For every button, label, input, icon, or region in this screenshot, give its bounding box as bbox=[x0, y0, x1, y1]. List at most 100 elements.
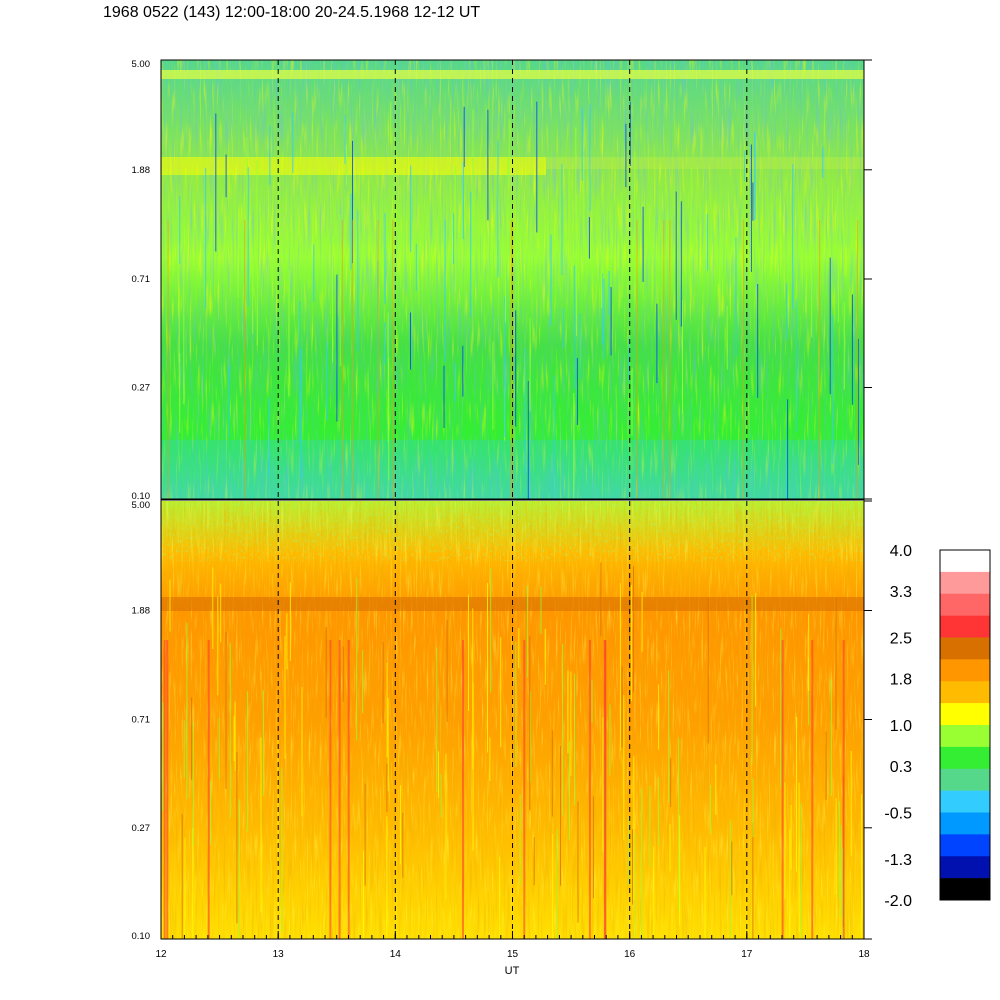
top-vertical-streak bbox=[388, 357, 390, 481]
x-tick-label: 16 bbox=[624, 949, 636, 960]
top-orange-streak bbox=[341, 220, 343, 499]
top-vertical-streak bbox=[410, 165, 412, 253]
colorbar-swatch bbox=[940, 790, 990, 813]
bottom-vertical-streak bbox=[519, 794, 521, 886]
bottom-vertical-streak bbox=[400, 785, 401, 865]
top-vertical-streak bbox=[634, 151, 636, 288]
bottom-vertical-streak bbox=[630, 584, 632, 702]
bottom-vertical-streak bbox=[839, 800, 840, 899]
bottom-vertical-streak bbox=[436, 647, 438, 792]
bottom-vertical-streak bbox=[623, 695, 625, 840]
y-tick-label: 0.10 bbox=[132, 931, 151, 942]
colorbar-swatch bbox=[940, 637, 990, 660]
top-vertical-streak bbox=[785, 283, 787, 340]
bottom-vertical-streak bbox=[715, 764, 717, 815]
top-vertical-streak bbox=[831, 315, 833, 465]
top-vertical-streak bbox=[350, 193, 352, 270]
top-vertical-streak bbox=[787, 399, 789, 499]
bottom-vertical-streak bbox=[825, 731, 827, 800]
top-vertical-streak bbox=[357, 210, 359, 351]
bottom-vertical-streak bbox=[784, 782, 786, 899]
bottom-vertical-streak bbox=[707, 597, 709, 744]
bottom-vertical-streak bbox=[751, 594, 753, 764]
bottom-vertical-streak bbox=[729, 820, 731, 938]
top-vertical-streak bbox=[625, 123, 627, 188]
colorbar-swatch bbox=[940, 856, 990, 879]
bottom-vertical-streak bbox=[184, 837, 186, 939]
top-vertical-streak bbox=[680, 201, 682, 327]
top-orange-streak bbox=[377, 220, 379, 499]
bottom-red-streak bbox=[166, 640, 169, 939]
bottom-vertical-streak bbox=[835, 798, 837, 895]
top-vertical-streak bbox=[836, 190, 838, 232]
x-tick-label: 18 bbox=[858, 949, 870, 960]
top-vertical-streak bbox=[268, 397, 270, 477]
top-vertical-streak bbox=[454, 165, 456, 292]
colorbar-swatch bbox=[940, 571, 990, 595]
top-vertical-streak bbox=[525, 347, 527, 474]
top-vertical-streak bbox=[443, 365, 445, 428]
top-vertical-streak bbox=[536, 101, 538, 233]
bottom-vertical-streak bbox=[438, 751, 439, 798]
y-tick-label: 0.71 bbox=[132, 274, 151, 285]
top-vertical-streak bbox=[256, 198, 258, 346]
top-vertical-streak bbox=[237, 211, 239, 298]
y-tick-label: 0.10 bbox=[132, 491, 151, 502]
bottom-vertical-streak bbox=[560, 746, 561, 886]
colorbar-swatch bbox=[940, 878, 990, 901]
top-vertical-streak bbox=[656, 303, 658, 384]
bottom-vertical-streak bbox=[632, 829, 633, 905]
top-vertical-streak bbox=[588, 217, 590, 259]
top-vertical-streak bbox=[550, 234, 552, 326]
colorbar-label: -1.3 bbox=[884, 852, 912, 869]
top-vertical-streak bbox=[682, 300, 683, 414]
top-vertical-streak bbox=[384, 322, 385, 365]
top-vertical-streak bbox=[252, 248, 254, 334]
bottom-red-streak bbox=[462, 640, 464, 939]
top-vertical-streak bbox=[735, 237, 737, 357]
top-vertical-streak bbox=[352, 140, 353, 264]
top-orange-streak bbox=[819, 220, 821, 499]
bottom-vertical-streak bbox=[649, 786, 651, 867]
bottom-vertical-streak bbox=[446, 619, 448, 723]
top-vertical-streak bbox=[837, 246, 839, 323]
colorbar-swatch bbox=[940, 615, 990, 638]
bottom-vertical-streak bbox=[577, 801, 579, 923]
bottom-vertical-streak bbox=[679, 815, 681, 925]
top-vertical-streak bbox=[183, 268, 185, 405]
colorbar-label: 1.8 bbox=[890, 671, 912, 688]
bottom-red-streak bbox=[588, 640, 591, 939]
top-vertical-streak bbox=[332, 236, 333, 363]
top-vertical-streak bbox=[628, 336, 630, 383]
bottom-vertical-streak bbox=[499, 856, 501, 939]
bottom-vertical-streak bbox=[798, 782, 800, 933]
top-vertical-streak bbox=[690, 167, 692, 250]
top-vertical-streak bbox=[589, 104, 591, 212]
bottom-vertical-streak bbox=[574, 673, 575, 806]
bottom-vertical-streak bbox=[800, 803, 802, 938]
top-vertical-streak bbox=[269, 125, 271, 185]
top-vertical-streak bbox=[629, 101, 631, 166]
top-vertical-streak bbox=[393, 135, 395, 231]
x-tick-label: 13 bbox=[273, 949, 285, 960]
top-vertical-streak bbox=[576, 193, 578, 336]
bottom-vertical-streak bbox=[218, 718, 220, 779]
top-orange-streak bbox=[510, 220, 512, 499]
bottom-vertical-streak bbox=[234, 701, 236, 772]
bottom-vertical-streak bbox=[236, 752, 238, 924]
top-orange-streak bbox=[167, 220, 169, 499]
top-vertical-streak bbox=[215, 113, 217, 252]
colorbar-label: 4.0 bbox=[890, 543, 912, 560]
top-vertical-streak bbox=[299, 301, 301, 443]
bottom-vertical-streak bbox=[191, 697, 193, 780]
bottom-vertical-streak bbox=[850, 751, 852, 856]
top-orange-streak bbox=[669, 220, 671, 499]
top-orange-streak bbox=[351, 220, 353, 499]
top-vertical-streak bbox=[529, 318, 531, 412]
bottom-vertical-streak bbox=[247, 691, 249, 833]
chart-title: 1968 0522 (143) 12:00-18:00 20-24.5.1968… bbox=[103, 4, 481, 21]
top-vertical-streak bbox=[527, 381, 529, 499]
top-vertical-streak bbox=[563, 307, 565, 349]
colorbar-swatch bbox=[940, 681, 990, 704]
